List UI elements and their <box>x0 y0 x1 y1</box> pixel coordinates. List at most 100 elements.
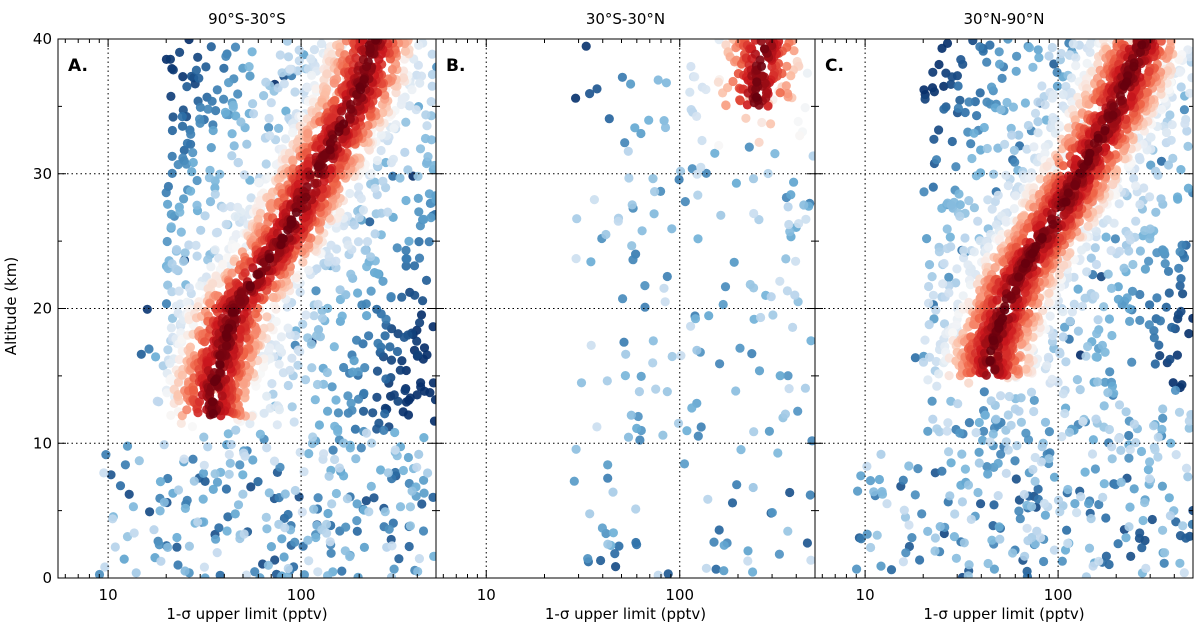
scatter-points <box>94 39 436 578</box>
data-point <box>275 343 285 353</box>
data-point <box>94 569 105 578</box>
data-point <box>246 482 256 492</box>
data-point <box>231 425 241 435</box>
data-point <box>192 200 202 210</box>
data-point <box>313 493 323 503</box>
data-point <box>757 117 767 128</box>
data-point <box>180 503 190 513</box>
data-point <box>1129 419 1139 429</box>
data-point <box>395 365 405 375</box>
data-point <box>1058 307 1068 317</box>
data-point <box>1182 126 1192 136</box>
data-point <box>749 427 759 437</box>
data-point <box>995 59 1005 69</box>
data-point <box>1042 161 1052 171</box>
data-point <box>1020 98 1030 108</box>
data-point <box>743 546 753 556</box>
data-point <box>1175 247 1185 257</box>
data-point <box>167 287 177 297</box>
data-point <box>428 492 436 502</box>
data-point <box>186 129 196 139</box>
data-point <box>782 286 793 296</box>
data-point <box>291 207 301 217</box>
data-point <box>142 304 152 314</box>
data-point <box>696 422 706 432</box>
panel-label: A. <box>68 56 88 76</box>
data-point <box>964 297 974 307</box>
data-point <box>418 526 429 536</box>
data-point <box>687 403 697 413</box>
data-point <box>212 477 223 487</box>
data-point <box>924 352 935 362</box>
data-point <box>210 245 220 255</box>
data-point <box>690 314 701 324</box>
data-point <box>404 395 414 405</box>
data-point <box>266 542 276 552</box>
data-point <box>250 309 260 319</box>
data-point <box>990 263 1000 273</box>
data-point <box>326 548 336 558</box>
data-point <box>364 145 374 155</box>
data-point <box>754 137 764 147</box>
data-point <box>145 507 155 517</box>
data-point <box>365 44 375 54</box>
data-point <box>994 235 1004 245</box>
data-point <box>1049 472 1060 482</box>
data-point <box>366 252 376 262</box>
data-point <box>983 242 994 252</box>
data-point <box>1156 156 1167 166</box>
data-point <box>793 116 803 127</box>
data-point <box>199 432 209 442</box>
data-point <box>806 336 815 346</box>
data-point <box>1048 90 1059 100</box>
data-point <box>426 135 436 145</box>
data-point <box>938 279 948 289</box>
data-point <box>989 500 999 510</box>
data-point <box>950 509 960 519</box>
data-point <box>800 103 810 113</box>
data-point <box>954 189 964 199</box>
data-point <box>915 555 925 565</box>
data-point <box>376 130 386 140</box>
data-point <box>163 199 173 209</box>
data-point <box>1141 87 1151 98</box>
data-point <box>866 542 876 553</box>
data-point <box>1063 538 1073 549</box>
data-point <box>299 467 309 477</box>
data-point <box>163 280 173 290</box>
data-point <box>1023 120 1033 131</box>
data-point <box>182 495 192 505</box>
data-point <box>969 128 979 138</box>
data-point <box>1172 192 1183 202</box>
data-point <box>415 144 426 154</box>
y-tick-label: 10 <box>33 434 52 452</box>
data-point <box>1128 259 1138 270</box>
data-point <box>262 391 272 401</box>
data-point <box>399 332 409 342</box>
data-point <box>1081 351 1091 361</box>
data-point <box>1088 435 1098 445</box>
data-point <box>201 62 211 72</box>
data-point <box>676 351 686 361</box>
data-point <box>239 529 249 539</box>
data-point <box>1058 389 1068 399</box>
data-point <box>390 445 400 455</box>
data-point <box>174 354 184 365</box>
data-point <box>291 273 301 283</box>
data-point <box>413 171 423 181</box>
data-point <box>1091 352 1101 362</box>
data-point <box>1010 456 1020 466</box>
data-point <box>262 524 272 534</box>
data-point <box>287 353 297 363</box>
data-point <box>264 254 275 264</box>
data-point <box>1167 120 1177 130</box>
data-point <box>1022 523 1032 533</box>
data-point <box>975 42 985 52</box>
data-point <box>250 567 260 577</box>
data-point <box>167 125 177 136</box>
data-point <box>325 138 336 148</box>
data-point <box>996 449 1006 459</box>
data-point <box>149 525 159 535</box>
data-point <box>1082 267 1092 277</box>
data-point <box>306 54 316 64</box>
